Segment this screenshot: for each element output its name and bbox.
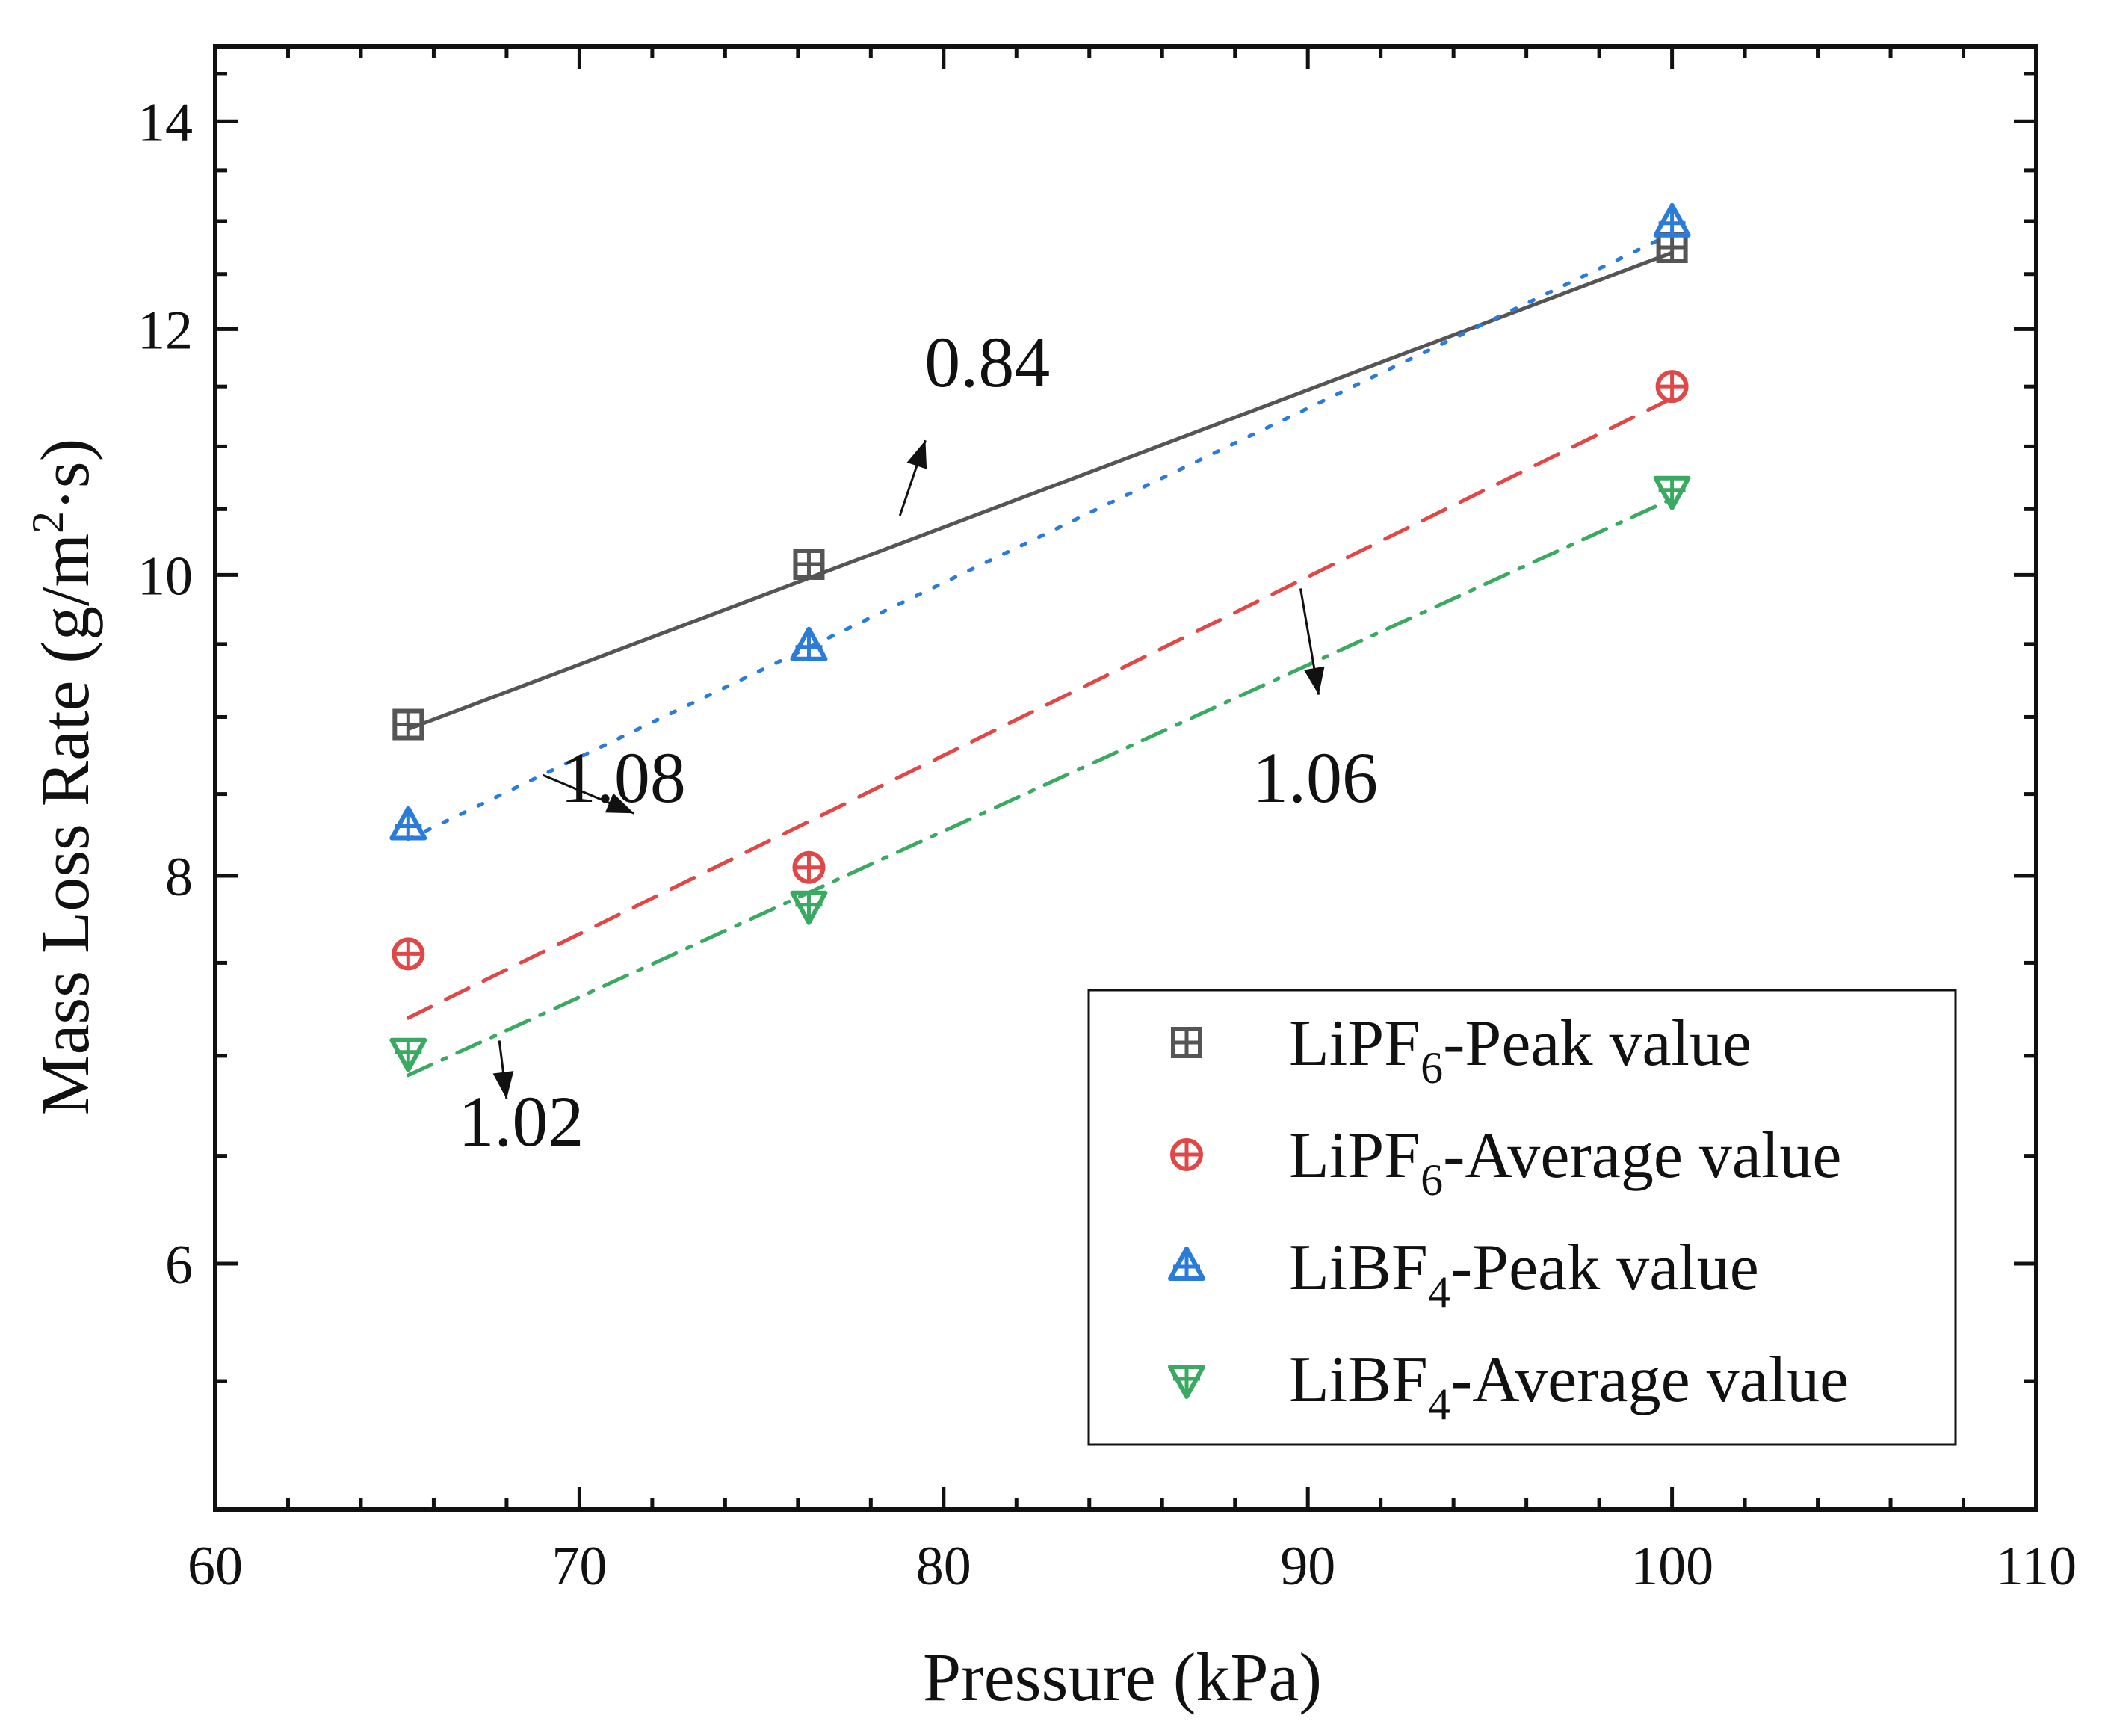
annotation-arrow-head — [605, 793, 634, 814]
legend-marker — [1168, 1247, 1205, 1281]
legend-label-sub: 6 — [1421, 1155, 1443, 1205]
plot-frame — [213, 44, 2038, 1512]
data-point — [793, 548, 825, 580]
annotation-label: 1.06 — [1252, 738, 1378, 818]
data-point — [389, 806, 427, 841]
fit-line — [406, 232, 1675, 841]
y-tick-label: 8 — [165, 847, 193, 908]
data-points — [389, 203, 1691, 1072]
fit-line — [406, 250, 1675, 732]
legend-label-main: LiPF — [1289, 1119, 1421, 1192]
y-tick-label: 12 — [137, 300, 193, 361]
data-point — [790, 890, 828, 925]
data-point — [792, 850, 826, 884]
legend-label-tail: -Peak value — [1450, 1232, 1759, 1304]
legend-label: LiBF4-Peak value — [1289, 1232, 1759, 1317]
y-tick-label: 6 — [165, 1235, 193, 1296]
legend-label-sub: 4 — [1428, 1380, 1450, 1429]
x-tick-label: 90 — [1280, 1536, 1335, 1597]
axis-tick-labels: 60 70 80 90 100 110 6 8 10 12 14 — [137, 92, 2077, 1597]
legend-marker — [1168, 1365, 1205, 1399]
x-tick-label: 60 — [188, 1536, 243, 1597]
legend-item: LiBF4-Peak value — [1168, 1232, 1759, 1317]
legend-item: LiBF4-Average value — [1168, 1344, 1849, 1429]
legend-label-tail: -Average value — [1450, 1344, 1849, 1416]
legend-item: LiPF6-Peak value — [1171, 1007, 1752, 1093]
y-axis-title-sup: 2 — [23, 511, 72, 534]
x-tick-label: 100 — [1630, 1536, 1713, 1597]
x-tick-label: 110 — [1996, 1536, 2077, 1597]
legend-box — [1087, 989, 1957, 1446]
legend-label-tail: -Average value — [1443, 1119, 1841, 1192]
data-point — [790, 626, 828, 661]
annotation: 1.06 — [1252, 588, 1378, 818]
annotation-arrow-head — [492, 1071, 514, 1099]
legend-label: LiBF4-Average value — [1289, 1344, 1849, 1429]
legend-marker — [1171, 1027, 1202, 1058]
legend-item: LiPF6-Average value — [1170, 1119, 1841, 1205]
fit-line — [406, 497, 1675, 1078]
y-axis-title-tail: ·s) — [27, 439, 103, 511]
data-point — [392, 937, 425, 971]
annotation-label: 0.84 — [924, 322, 1050, 402]
annotation-arrow-head — [906, 440, 927, 469]
legend-label-sub: 4 — [1428, 1267, 1450, 1317]
y-axis-title: Mass Loss Rate (g/m2·s) — [23, 439, 103, 1116]
marker-shape — [792, 850, 826, 884]
legend-label-main: LiBF — [1289, 1344, 1428, 1416]
legend-label-main: LiPF — [1289, 1007, 1421, 1080]
y-tick-label: 14 — [137, 92, 193, 153]
x-tick-label: 70 — [551, 1536, 607, 1597]
axis-ticks — [213, 46, 2038, 1512]
data-point — [389, 1037, 427, 1072]
fit-lines — [406, 232, 1675, 1078]
annotation-label: 1.02 — [458, 1081, 584, 1161]
legend-marker — [1170, 1138, 1203, 1171]
legend-label-sub: 6 — [1421, 1043, 1443, 1093]
legend-label: LiPF6-Peak value — [1289, 1007, 1752, 1093]
data-point — [392, 708, 424, 741]
y-axis-title-main: Mass Loss Rate (g/m — [27, 534, 103, 1116]
annotations: 0.84 1.08 1.06 1.02 — [458, 322, 1378, 1161]
data-point — [1653, 475, 1691, 510]
data-point — [1655, 370, 1689, 404]
data-point — [1653, 203, 1691, 238]
x-axis-title: Pressure (kPa) — [923, 1639, 1322, 1715]
legend-label-tail: -Peak value — [1443, 1007, 1752, 1080]
annotation: 1.02 — [458, 1040, 584, 1161]
marker-shape — [392, 937, 425, 971]
annotation-arrow-head — [1303, 666, 1325, 695]
annotation: 0.84 — [898, 322, 1050, 516]
fit-line — [406, 396, 1675, 1020]
legend-label-main: LiBF — [1289, 1232, 1428, 1304]
annotation: 1.08 — [543, 738, 686, 818]
marker-shape — [1655, 370, 1689, 404]
marker-shape — [1170, 1138, 1203, 1171]
y-tick-label: 10 — [137, 546, 193, 607]
legend-label: LiPF6-Average value — [1289, 1119, 1841, 1205]
x-tick-label: 80 — [916, 1536, 971, 1597]
annotation-label: 1.08 — [560, 738, 686, 818]
plot-area — [213, 44, 2038, 1512]
